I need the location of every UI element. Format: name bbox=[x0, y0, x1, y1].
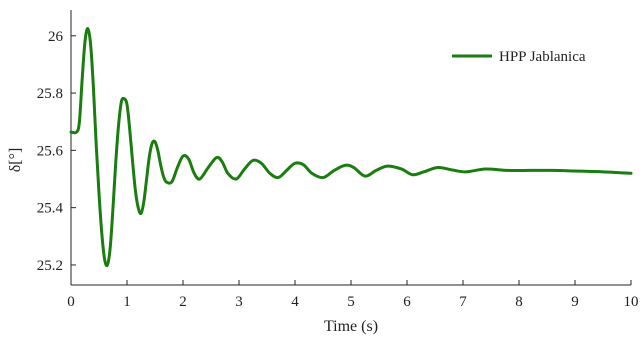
x-tick-label: 3 bbox=[235, 294, 243, 310]
x-tick-label: 4 bbox=[291, 294, 299, 310]
x-tick-label: 8 bbox=[515, 294, 523, 310]
x-tick-label: 0 bbox=[67, 294, 75, 310]
series-line bbox=[69, 27, 633, 268]
y-tick-label: 25.2 bbox=[37, 258, 63, 274]
x-tick-label: 5 bbox=[347, 294, 355, 310]
y-tick-label: 25.4 bbox=[37, 201, 64, 217]
x-tick-label: 6 bbox=[403, 294, 411, 310]
x-axis-label: Time (s) bbox=[324, 318, 378, 335]
y-axis-label: δ[°] bbox=[7, 148, 24, 173]
chart-series bbox=[69, 27, 633, 268]
x-tick-label: 10 bbox=[624, 294, 639, 310]
x-tick-label: 2 bbox=[179, 294, 187, 310]
y-tick-label: 26 bbox=[48, 29, 64, 45]
legend-label: HPP Jablanica bbox=[499, 49, 586, 65]
chart-ticks: 0 1 2 3 4 5 6 7 8 9 10 25.2 25.4 25.6 25.8 26 bbox=[37, 29, 639, 310]
chart-legend: HPP Jablanica bbox=[452, 49, 586, 65]
x-tick-label: 9 bbox=[571, 294, 579, 310]
y-tick-label: 25.6 bbox=[37, 143, 64, 159]
y-tick-label: 25.8 bbox=[37, 86, 63, 102]
x-tick-label: 7 bbox=[459, 294, 467, 310]
x-tick-label: 1 bbox=[123, 294, 131, 310]
